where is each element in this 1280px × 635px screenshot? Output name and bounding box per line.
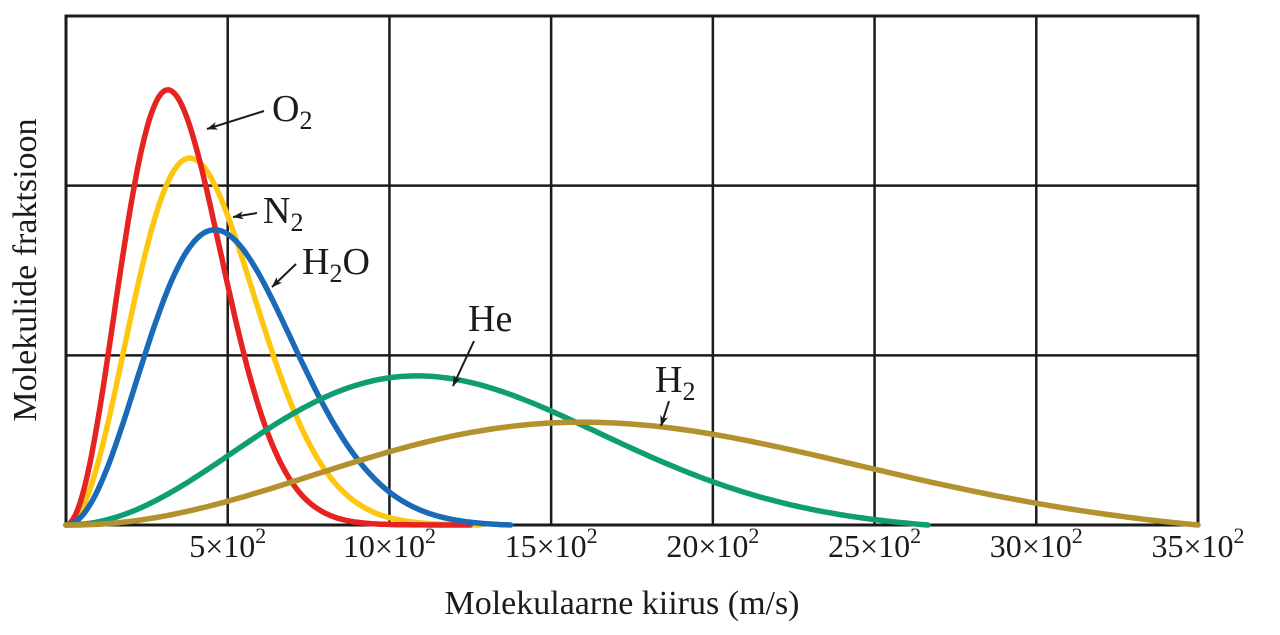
h2o-label: H2O [302,241,370,288]
o2-label: O2 [272,88,312,135]
x-axis-title: Molekulaarne kiirus (m/s) [444,585,799,622]
plot-border [64,14,1200,527]
y-axis-title: Molekulide fraktsioon [7,118,44,421]
o2-arrow [206,110,265,130]
h2-label: H2 [655,359,695,406]
n2-curve [63,155,483,528]
x-tick-label-500: 5×102 [189,523,266,564]
x-tick-label-3000: 30×102 [990,523,1083,564]
h2-curve [63,419,1201,528]
n2-label: N2 [263,190,303,237]
x-tick-label-3500: 35×102 [1151,523,1244,564]
x-tick-label-1000: 10×102 [343,523,436,564]
he-curve [63,373,931,528]
x-tick-label-1500: 15×102 [505,523,598,564]
x-tick-label-2000: 20×102 [666,523,759,564]
he-label: He [468,298,512,340]
o2-curve [63,87,474,528]
h2-arrow [660,400,670,427]
x-tick-label-2500: 25×102 [828,523,921,564]
h2o-curve [63,227,514,528]
he-arrow [452,340,475,387]
h2o-arrow [271,263,297,288]
n2-arrow [232,211,258,220]
